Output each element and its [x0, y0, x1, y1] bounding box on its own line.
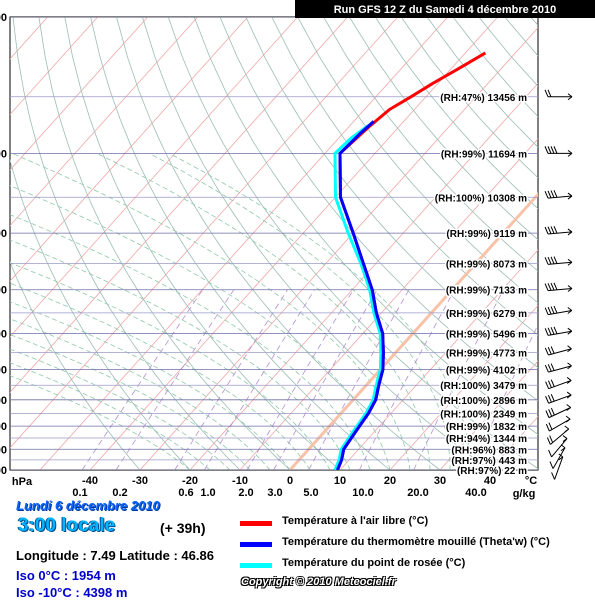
- legend-swatch-temperature: [240, 521, 272, 526]
- wind-barb: [546, 392, 572, 403]
- mixing-ratio-label: 10.0: [352, 487, 373, 499]
- dry-adiabat-line: [557, 17, 595, 470]
- wind-barb: [545, 90, 572, 100]
- y-tick-label: 700: [0, 395, 7, 407]
- y-tick-label: 800: [0, 421, 7, 433]
- mixing-ratio-label: 0.6: [178, 487, 193, 499]
- mixing-ratio-label: 5.0: [303, 487, 318, 499]
- wind-barb: [545, 327, 572, 336]
- x-tick-label: -40: [82, 475, 98, 487]
- wind-barb: [552, 454, 563, 480]
- wind-barb: [545, 257, 572, 266]
- level-label: (RH:96%) 883 m: [451, 445, 527, 456]
- level-label: (RH:99%) 4102 m: [446, 366, 527, 377]
- legend-swatch-dewpoint: [240, 563, 272, 568]
- level-label: (RH:99%) 7133 m: [446, 286, 527, 297]
- y-tick-label: 400: [0, 285, 7, 297]
- y-tick-label: 600: [0, 365, 7, 377]
- level-label: (RH:100%) 3479 m: [440, 381, 527, 392]
- wind-barb: [545, 146, 572, 156]
- wind-barb: [546, 404, 571, 417]
- coordinates: Longitude : 7.49 Latitude : 46.86: [16, 548, 214, 563]
- iso-minus-ten: Iso -10°C : 4398 m: [16, 585, 127, 600]
- level-labels: (RH:47%) 13456 m (RH:99%) 11694 m (RH:100%…: [435, 93, 527, 477]
- level-label: (RH:99%) 9119 m: [446, 229, 527, 240]
- x-tick-label: -30: [132, 475, 148, 487]
- wind-barb: [545, 346, 571, 355]
- x-tick-label: 10: [334, 475, 346, 487]
- mixing-ratio-label: 2.0: [238, 487, 253, 499]
- mixing-ratio-unit: g/kg: [513, 488, 536, 500]
- legend-label-wet-bulb: Température du thermomètre mouillé (Thet…: [282, 536, 550, 548]
- level-label: (RH:100%) 2896 m: [440, 396, 527, 407]
- wind-barb: [547, 426, 568, 444]
- y-tick-label: 300: [0, 228, 7, 240]
- x-unit-label: °C: [525, 475, 537, 487]
- y-tick-label: 900: [0, 444, 7, 456]
- wind-barb: [546, 416, 570, 431]
- level-label: (RH:99%) 1832 m: [446, 422, 527, 433]
- wind-barb: [546, 377, 572, 388]
- mixing-ratio-label: 20.0: [407, 487, 428, 499]
- wind-barb: [545, 306, 572, 315]
- legend-label-dewpoint: Température du point de rosée (°C): [282, 557, 465, 569]
- y-tick-label: 100: [0, 12, 7, 24]
- dry-adiabat-line: [531, 17, 595, 470]
- mixing-ratio-label: 1.0: [200, 487, 215, 499]
- mixing-ratio-label: 3.0: [267, 487, 282, 499]
- forecast-lead: (+ 39h): [160, 520, 206, 536]
- copyright: Copyright © 2010 Meteociel.fr: [241, 576, 396, 588]
- wind-barb: [545, 226, 572, 235]
- y-unit-label: hPa: [12, 476, 33, 488]
- iso-zero: Iso 0°C : 1954 m: [16, 568, 116, 583]
- level-label: (RH:99%) 11694 m: [441, 149, 527, 160]
- wind-barb: [545, 190, 572, 199]
- x-tick-label: 40: [484, 475, 496, 487]
- y-tick-label: 500: [0, 329, 7, 341]
- forecast-time: 3:00 locale: [18, 515, 115, 537]
- isotherm-line: [590, 17, 595, 470]
- x-tick-label: 20: [384, 475, 396, 487]
- legend-label-temperature: Température à l'air libre (°C): [282, 515, 428, 527]
- wind-barbs: [545, 90, 572, 480]
- level-label: (RH:99%) 8073 m: [446, 259, 527, 270]
- x-tick-label: 0: [287, 475, 293, 487]
- level-label: (RH:99%) 4773 m: [446, 348, 527, 359]
- run-title: Run GFS 12 Z du Samedi 4 décembre 2010: [334, 4, 557, 16]
- level-label: (RH:94%) 1344 m: [446, 434, 527, 445]
- level-label: (RH:99%) 5496 m: [446, 330, 527, 341]
- wind-barb: [545, 363, 571, 372]
- legend-swatch-wet-bulb: [240, 542, 272, 547]
- level-label: (RH:99%) 6279 m: [446, 309, 527, 320]
- y-tick-label: 1000: [0, 465, 7, 477]
- x-tick-label: -20: [182, 475, 198, 487]
- level-label: (RH:100%) 2349 m: [440, 409, 527, 420]
- y-tick-label: 200: [0, 148, 7, 160]
- level-label: (RH:100%) 10308 m: [435, 193, 527, 204]
- x-tick-label: -10: [232, 475, 248, 487]
- x-tick-label: 30: [434, 475, 446, 487]
- wind-barb: [545, 283, 572, 292]
- mixing-ratio-label: 40.0: [465, 487, 486, 499]
- level-label: (RH:47%) 13456 m: [440, 93, 527, 104]
- forecast-date: Lundi 6 décembre 2010: [16, 498, 160, 513]
